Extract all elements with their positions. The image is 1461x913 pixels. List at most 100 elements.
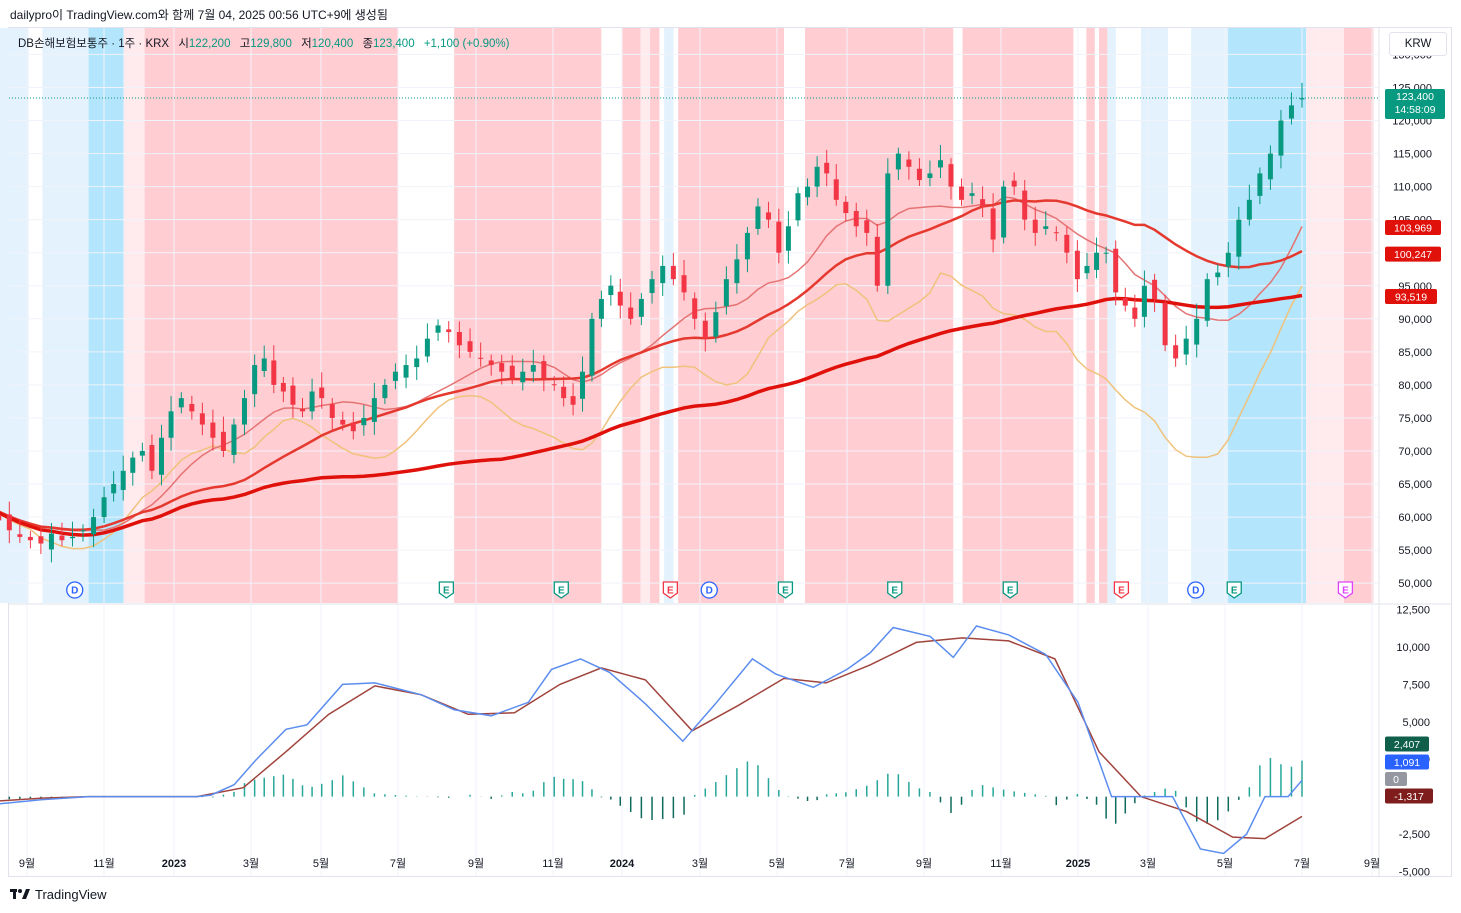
earnings-marker — [553, 581, 569, 599]
candle-body — [520, 371, 526, 383]
candle-body — [1299, 98, 1305, 100]
time-tick-label: 9월 — [916, 857, 932, 870]
currency-selector[interactable]: KRW — [1389, 32, 1447, 56]
symbol-legend: DB손해보험보통주 · 1주 · KRX 시122,200 고129,800 저… — [18, 35, 509, 51]
candle-body — [130, 457, 136, 473]
candle-body — [864, 220, 870, 233]
candle-body — [424, 338, 430, 357]
candle-body — [702, 320, 708, 339]
candle-body — [814, 166, 820, 187]
candle-body — [723, 279, 729, 307]
open-value: 122,200 — [188, 38, 231, 50]
time-tick-label: 9월 — [1364, 857, 1380, 870]
candle-body — [1225, 252, 1231, 267]
candle-body — [1173, 345, 1179, 359]
candle-body — [80, 530, 86, 532]
candle-body — [1064, 234, 1070, 253]
candle-body — [1011, 180, 1017, 187]
candle-body — [1204, 279, 1210, 321]
candle-body — [906, 159, 912, 167]
candle-body — [649, 279, 655, 294]
candle-body — [785, 226, 791, 251]
earnings-marker — [887, 581, 903, 599]
candlesticks — [0, 82, 1305, 563]
candle-body — [713, 312, 719, 337]
price-tick-label: 50,000 — [1398, 578, 1432, 590]
ma-yellow-line — [0, 272, 1303, 550]
candle-body — [541, 361, 547, 379]
event-marker-label: E — [1007, 586, 1014, 597]
candle-body — [776, 221, 782, 253]
candle-body — [329, 404, 335, 418]
highlight-band — [640, 28, 651, 603]
highlight-band — [1228, 28, 1307, 603]
candle-body — [1141, 285, 1147, 317]
event-marker-label: E — [782, 586, 789, 597]
candle-body — [1288, 105, 1294, 119]
macd-value: 1,091 — [1394, 757, 1420, 769]
symbol-name: DB손해보험보통주 · 1주 · KRX — [18, 38, 170, 50]
macd-line — [0, 625, 1303, 855]
zero-value-bg — [1385, 772, 1407, 786]
time-tick-label: 7월 — [839, 857, 855, 870]
candle-body — [1043, 226, 1049, 229]
candle-body — [617, 291, 623, 306]
candle-body — [765, 212, 771, 220]
highlight-band — [0, 28, 29, 603]
highlight-band — [1086, 28, 1095, 603]
highlight-band — [1344, 28, 1374, 603]
candle-body — [91, 517, 97, 535]
candle-body — [670, 265, 676, 280]
candle-body — [120, 470, 126, 490]
candle-body — [1113, 248, 1119, 293]
candle-body — [371, 398, 377, 422]
macd-tick-label: 5,000 — [1402, 717, 1430, 729]
earnings-marker — [1113, 581, 1130, 599]
candle-body — [38, 536, 44, 544]
close-label: 종 — [362, 38, 374, 50]
candle-body — [509, 365, 515, 379]
candle-body — [692, 298, 698, 319]
candle-body — [252, 365, 258, 395]
candle-body — [435, 325, 441, 333]
candle-body — [271, 360, 277, 385]
earnings-marker — [777, 581, 794, 599]
time-tick-label: 5월 — [313, 857, 329, 870]
candle-body — [199, 413, 205, 425]
time-tick-label: 2025 — [1066, 858, 1090, 870]
candle-body — [948, 164, 954, 187]
time-tick-label: 9월 — [468, 857, 484, 870]
event-marker-label: E — [443, 586, 450, 597]
candle-body — [488, 360, 494, 366]
candle-body — [755, 206, 761, 229]
candle-body — [59, 535, 65, 541]
candle-body — [895, 153, 901, 170]
candle-body — [382, 384, 388, 399]
time-tick-label: 11월 — [93, 857, 115, 870]
price-tick-label: 110,000 — [1393, 182, 1432, 194]
candle-body — [290, 385, 296, 405]
event-marker-label: D — [71, 586, 78, 597]
macd-tick-label: 12,500 — [1396, 604, 1430, 616]
ma-mid-value: 100,247 — [1394, 249, 1432, 261]
brand-name: TradingView — [35, 887, 107, 902]
moving-averages — [0, 97, 1378, 550]
last-price-label: 123,400 — [1396, 91, 1434, 103]
price-tick-label: 70,000 — [1398, 446, 1432, 458]
time-tick-label: 11월 — [542, 857, 564, 870]
candle-body — [158, 437, 164, 475]
candle-body — [530, 365, 536, 372]
macd-pane — [0, 625, 1303, 855]
candle-body — [1246, 199, 1252, 220]
dividend-marker — [1187, 581, 1205, 599]
candle-body — [456, 332, 462, 346]
earnings-marker — [662, 581, 679, 599]
highlight-band — [454, 28, 602, 603]
candle-body — [340, 419, 346, 425]
candle-body — [319, 387, 325, 399]
candle-body — [1215, 272, 1221, 278]
high-value: 129,800 — [250, 38, 292, 50]
time-tick-label: 3월 — [1140, 857, 1156, 870]
candle-body — [681, 275, 687, 293]
